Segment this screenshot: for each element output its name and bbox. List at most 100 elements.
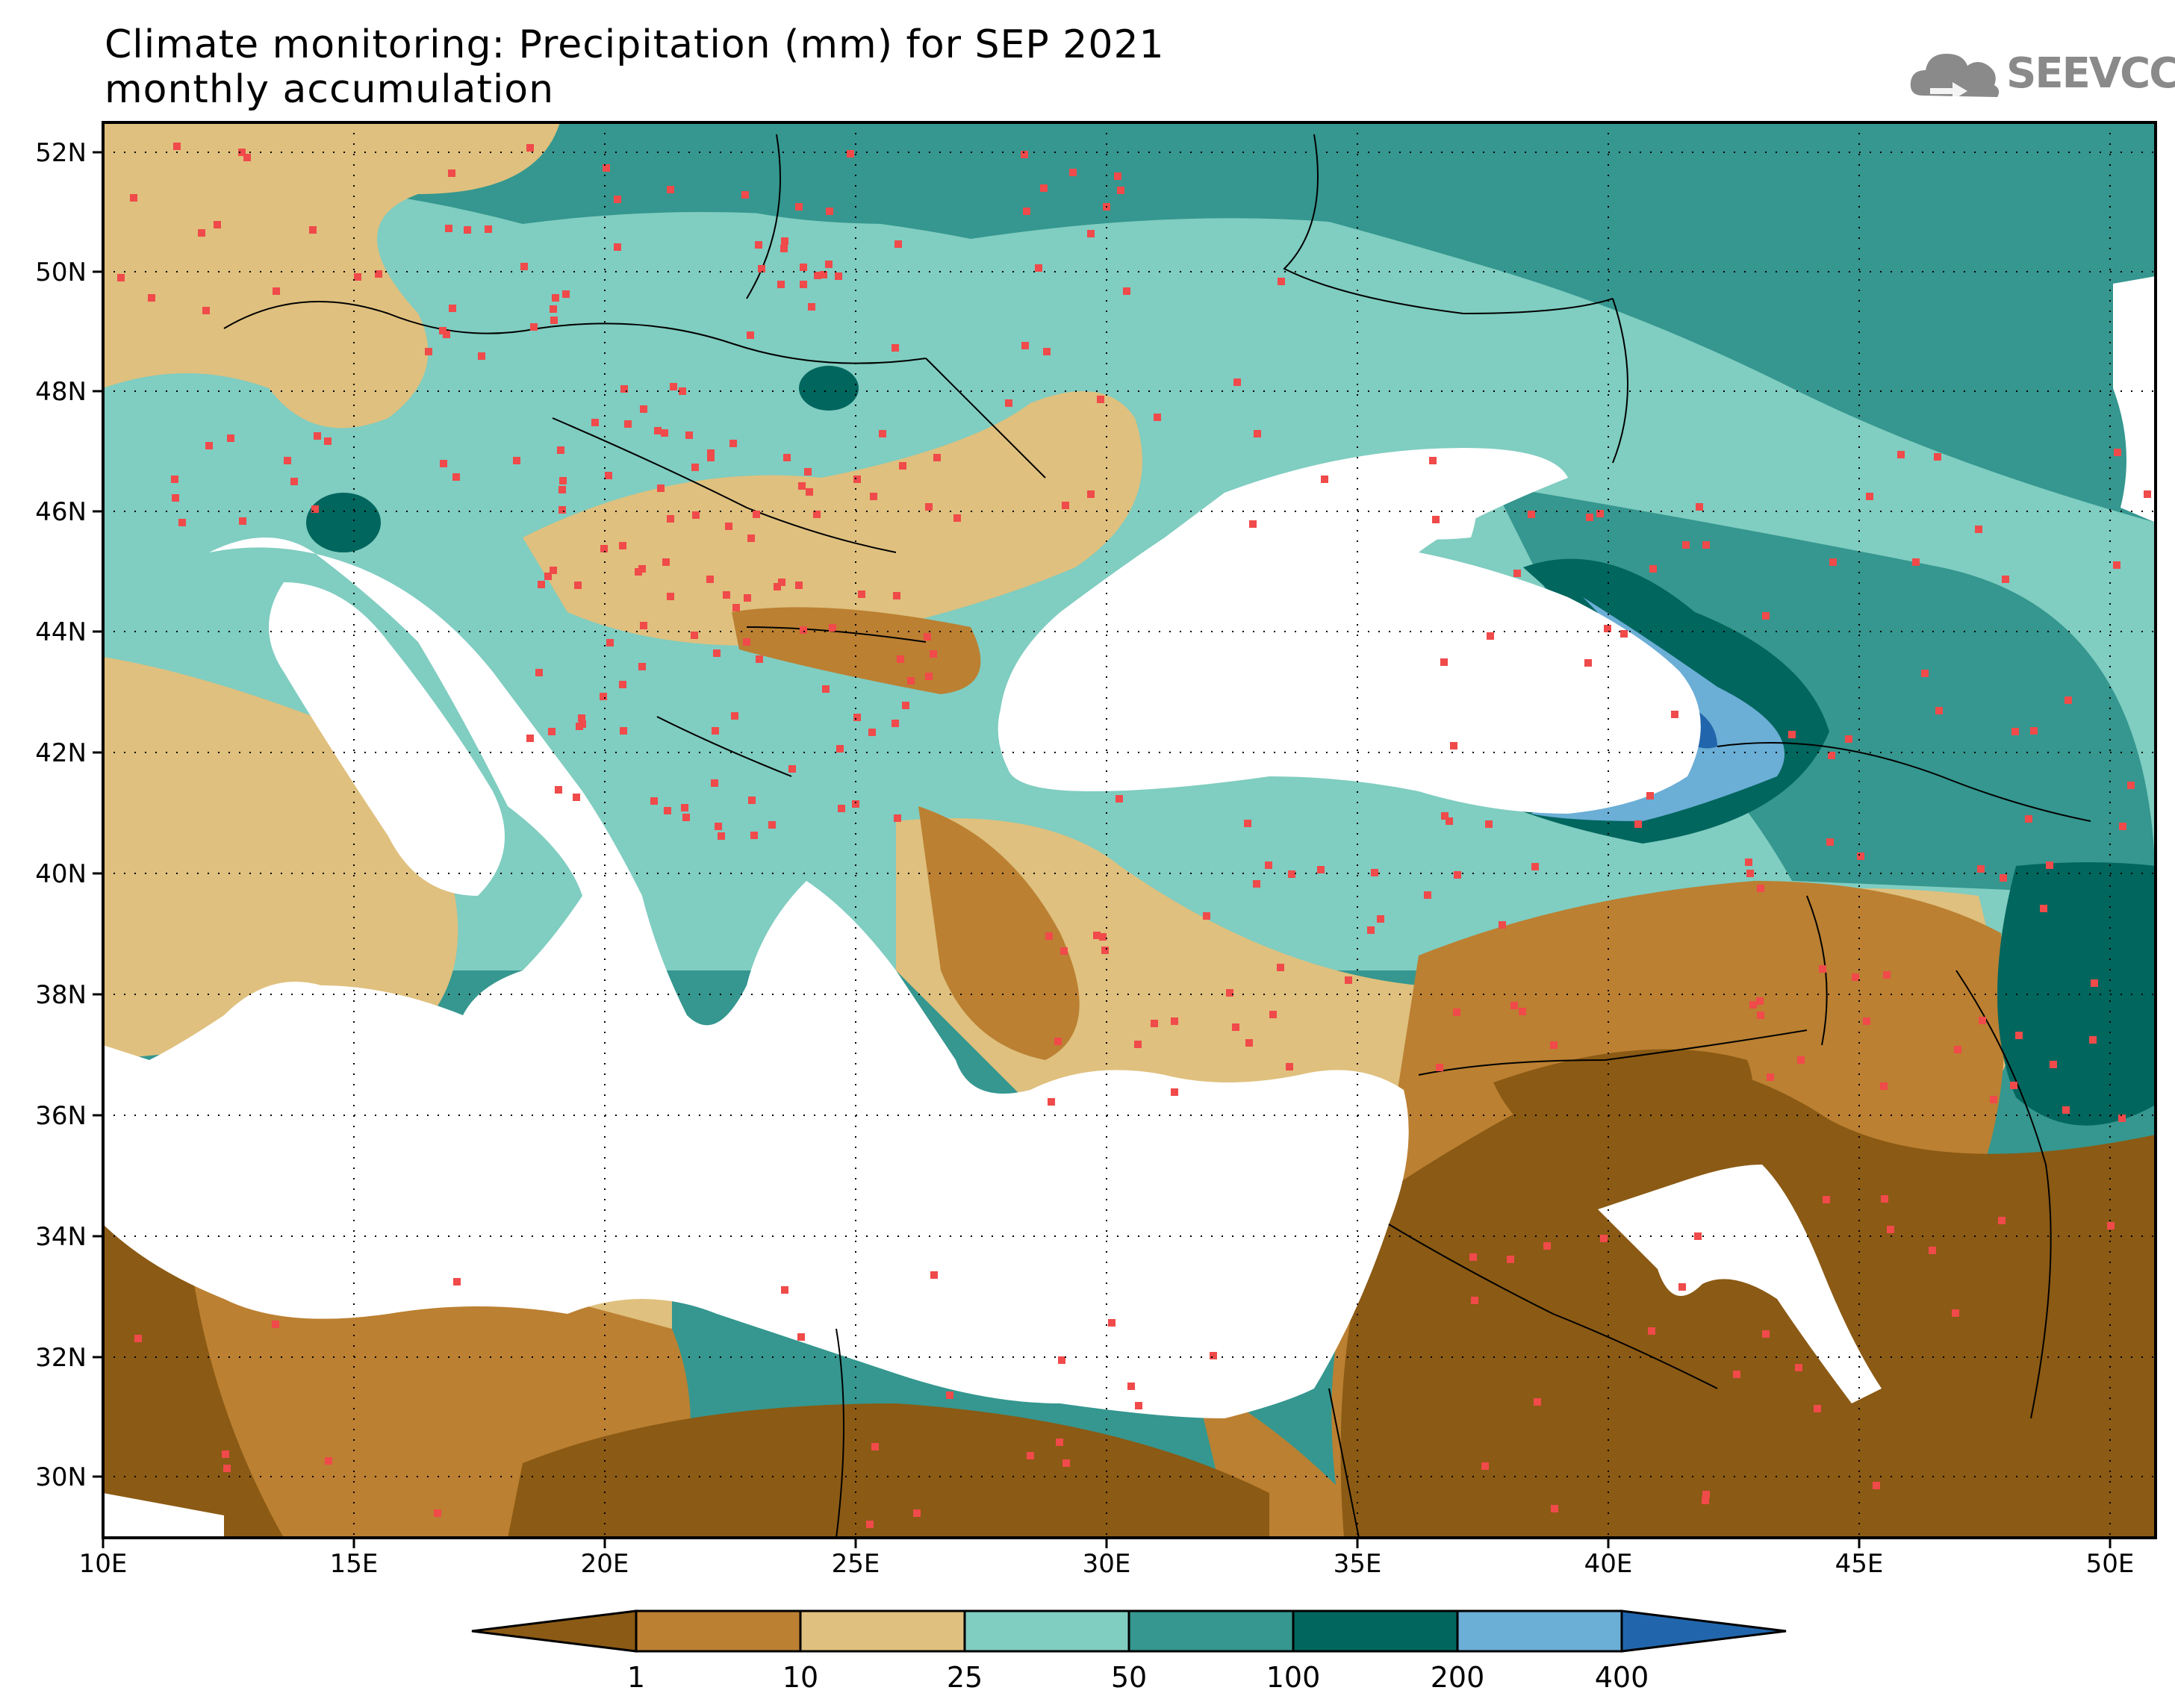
station-marker bbox=[1254, 430, 1261, 437]
lon-label: 15E bbox=[330, 1549, 379, 1579]
station-marker bbox=[1979, 1017, 1986, 1024]
station-marker bbox=[933, 454, 941, 461]
station-marker bbox=[946, 1391, 953, 1399]
station-marker bbox=[711, 779, 718, 787]
station-marker bbox=[238, 149, 246, 156]
station-marker bbox=[2030, 727, 2038, 735]
station-marker bbox=[804, 468, 812, 476]
colorbar-swatch bbox=[1456, 1609, 1623, 1653]
station-marker bbox=[1021, 342, 1029, 349]
station-marker bbox=[1432, 516, 1440, 523]
station-marker bbox=[1550, 1041, 1558, 1049]
station-marker bbox=[325, 1457, 332, 1465]
station-marker bbox=[774, 583, 781, 590]
station-marker bbox=[930, 1271, 938, 1279]
colorbar-label: 25 bbox=[947, 1661, 983, 1694]
station-marker bbox=[692, 511, 700, 519]
station-marker bbox=[550, 567, 557, 574]
colorbar-label: 400 bbox=[1595, 1661, 1649, 1694]
border-line bbox=[1283, 134, 1614, 315]
border-line bbox=[1955, 970, 2052, 1419]
station-marker bbox=[558, 486, 566, 493]
lon-label: 40E bbox=[1584, 1549, 1633, 1579]
station-marker bbox=[214, 221, 221, 228]
station-marker bbox=[723, 591, 730, 599]
colorbar-max-arrow bbox=[1620, 1609, 1787, 1653]
station-marker bbox=[913, 1509, 921, 1517]
station-marker bbox=[1469, 1253, 1477, 1261]
station-marker bbox=[439, 327, 446, 334]
station-marker bbox=[925, 673, 933, 680]
station-marker bbox=[272, 1321, 279, 1328]
station-marker bbox=[1060, 947, 1068, 955]
border-line bbox=[1328, 1388, 1360, 1538]
station-marker bbox=[1367, 926, 1375, 934]
station-marker bbox=[600, 545, 608, 552]
station-marker bbox=[1043, 348, 1051, 355]
station-marker bbox=[781, 237, 788, 245]
caspian-sea-edge bbox=[2113, 276, 2156, 523]
station-marker bbox=[2113, 561, 2120, 569]
station-marker bbox=[134, 1335, 142, 1342]
station-marker bbox=[679, 387, 686, 395]
station-marker bbox=[1745, 858, 1752, 866]
station-marker bbox=[1048, 1098, 1055, 1106]
logo-text: SEEVCCC bbox=[2006, 49, 2175, 98]
adriatic-sea bbox=[269, 582, 505, 896]
station-marker bbox=[1819, 965, 1826, 973]
lon-label: 30E bbox=[1083, 1549, 1131, 1579]
station-marker bbox=[820, 271, 827, 278]
lat-label: 48N bbox=[35, 377, 87, 407]
station-marker bbox=[1245, 1039, 1253, 1047]
station-marker bbox=[1317, 866, 1325, 873]
station-marker bbox=[1040, 184, 1048, 192]
station-marker bbox=[1797, 1056, 1805, 1064]
station-marker bbox=[1117, 187, 1124, 194]
station-marker bbox=[713, 649, 721, 657]
station-marker bbox=[1990, 1096, 1997, 1103]
title-line-1: Climate monitoring: Precipitation (mm) f… bbox=[105, 22, 1165, 67]
station-marker bbox=[1286, 1063, 1293, 1070]
station-marker bbox=[520, 263, 528, 270]
station-marker bbox=[797, 1333, 805, 1341]
station-marker bbox=[205, 442, 213, 449]
station-marker bbox=[729, 440, 737, 447]
station-marker bbox=[829, 624, 836, 632]
station-marker bbox=[1954, 1046, 1961, 1053]
desert-no-data bbox=[1598, 1165, 1882, 1403]
station-marker bbox=[591, 419, 599, 426]
station-marker bbox=[1424, 891, 1431, 899]
mediterranean-sea bbox=[103, 537, 1409, 1418]
station-marker bbox=[1171, 1017, 1178, 1025]
colorbar-label: 200 bbox=[1431, 1661, 1485, 1694]
station-marker bbox=[798, 482, 806, 490]
zone-200-400 bbox=[1531, 597, 1785, 821]
station-marker bbox=[1056, 1439, 1063, 1446]
station-marker bbox=[606, 639, 614, 646]
station-marker bbox=[783, 454, 791, 461]
station-marker bbox=[1702, 1497, 1709, 1504]
station-marker bbox=[2144, 490, 2151, 498]
station-marker bbox=[899, 462, 906, 470]
station-marker bbox=[1027, 1452, 1034, 1459]
station-marker bbox=[1499, 921, 1506, 929]
station-marker bbox=[559, 477, 567, 484]
station-marker bbox=[750, 832, 758, 839]
station-marker bbox=[1069, 169, 1077, 176]
station-marker bbox=[1087, 490, 1095, 498]
lat-label: 40N bbox=[35, 859, 87, 889]
border-line bbox=[1717, 742, 2091, 822]
colorbar: 1 10 25 50 100 200 400 bbox=[471, 1609, 1787, 1694]
station-marker bbox=[638, 565, 646, 573]
zone-50-100-north bbox=[1195, 122, 2156, 523]
station-marker bbox=[223, 1465, 231, 1472]
station-marker bbox=[2107, 1222, 2115, 1229]
station-marker bbox=[853, 476, 861, 483]
station-marker bbox=[707, 449, 715, 457]
station-marker bbox=[2091, 979, 2098, 987]
station-marker bbox=[1866, 493, 1873, 500]
station-marker bbox=[2064, 696, 2072, 704]
station-marker bbox=[1265, 861, 1272, 869]
station-marker bbox=[1977, 865, 1985, 873]
station-marker bbox=[1127, 1383, 1135, 1390]
